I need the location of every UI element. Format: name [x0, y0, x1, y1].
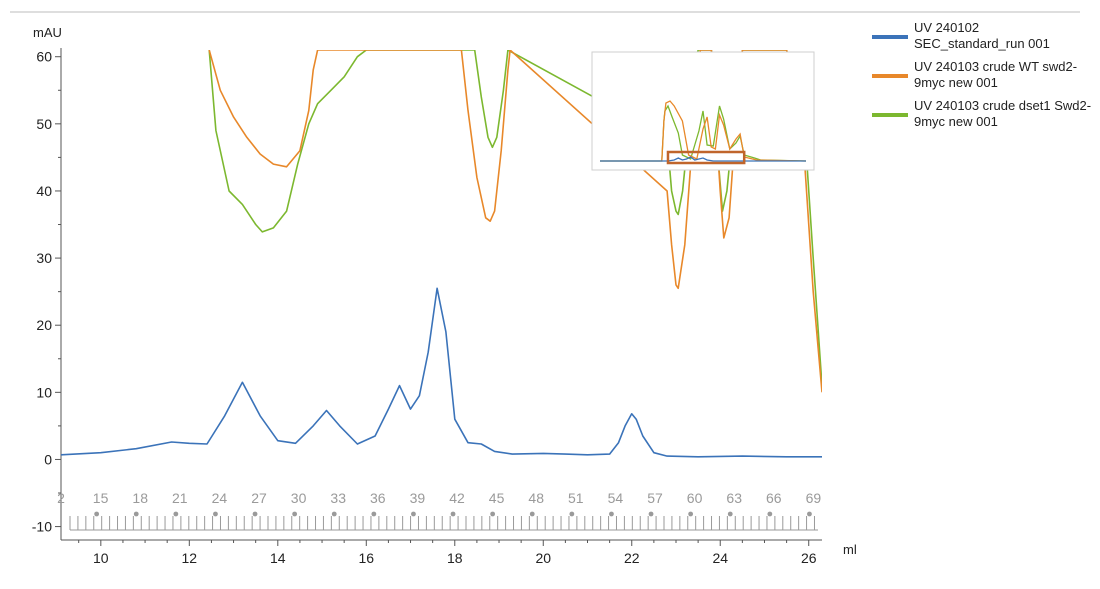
y-tick-label: 0 — [44, 451, 52, 467]
fraction-label: 60 — [687, 490, 703, 506]
y-tick-label: 20 — [36, 317, 52, 333]
fraction-marker — [569, 511, 575, 517]
x-tick-label: 22 — [624, 550, 640, 566]
fraction-marker — [411, 511, 416, 517]
x-tick-label: 16 — [358, 550, 374, 566]
fraction-marker — [807, 511, 812, 517]
series-layer — [61, 50, 822, 458]
fraction-marker — [727, 511, 733, 517]
x-tick-label: 14 — [270, 550, 286, 566]
fraction-label: 2 — [57, 490, 65, 506]
legend-item-0[interactable]: UV 240102 SEC_standard_run 001 — [872, 20, 1092, 52]
fraction-marker — [292, 511, 298, 517]
series-line-0 — [61, 287, 822, 458]
fraction-label: 18 — [132, 490, 148, 506]
legend-label-2: UV 240103 crude dset1 Swd2-9myc new 001 — [914, 98, 1092, 129]
legend: UV 240102 SEC_standard_run 001 UV 240103… — [872, 20, 1092, 137]
fraction-label: 15 — [93, 490, 109, 506]
y-tick-label: 40 — [36, 183, 52, 199]
inset-series-line-1 — [600, 100, 807, 162]
fraction-label: 57 — [647, 490, 663, 506]
fraction-marker — [252, 511, 258, 517]
fraction-marker — [173, 511, 179, 517]
fraction-label: 69 — [806, 490, 822, 506]
y-axis: -10 0 10 20 30 40 50 60 — [32, 48, 62, 540]
x-tick-label: 10 — [93, 550, 109, 566]
fraction-label: 30 — [291, 490, 307, 506]
fraction-axis: 2 15 18 21 24 27 30 33 36 39 42 45 48 51 54 57 60 63 66 69 — [57, 490, 822, 531]
y-tick-label: -10 — [32, 519, 52, 535]
y-tick-label: 50 — [36, 116, 52, 132]
fraction-marker — [133, 511, 139, 517]
y-axis-unit: mAU — [33, 25, 62, 40]
fraction-label: 39 — [410, 490, 426, 506]
fraction-label: 21 — [172, 490, 188, 506]
fraction-label: 36 — [370, 490, 386, 506]
legend-label-1: UV 240103 crude WT swd2-9myc new 001 — [914, 59, 1078, 90]
fraction-label: 45 — [489, 490, 505, 506]
fraction-marker — [529, 511, 535, 517]
fraction-label: 42 — [449, 490, 465, 506]
legend-swatch-1 — [872, 74, 908, 78]
fraction-label: 48 — [528, 490, 544, 506]
inset-series-line-2 — [600, 156, 806, 162]
legend-swatch-0 — [872, 35, 908, 39]
x-tick-label: 26 — [801, 550, 817, 566]
fraction-label: 63 — [726, 490, 742, 506]
x-tick-label: 20 — [535, 550, 551, 566]
overview-inset[interactable] — [591, 51, 815, 171]
x-tick-label: 24 — [712, 550, 728, 566]
legend-item-2[interactable]: UV 240103 crude dset1 Swd2-9myc new 001 — [872, 98, 1092, 130]
fraction-marker — [94, 511, 100, 517]
fraction-label: 33 — [330, 490, 346, 506]
fraction-marker — [648, 511, 654, 517]
fraction-marker — [609, 511, 614, 517]
series-line-1 — [208, 50, 822, 393]
x-tick-label: 18 — [447, 550, 463, 566]
fraction-marker — [213, 511, 218, 517]
fraction-label: 27 — [251, 490, 267, 506]
legend-item-1[interactable]: UV 240103 crude WT swd2-9myc new 001 — [872, 59, 1092, 91]
x-axis-unit: ml — [843, 542, 857, 557]
fraction-marker — [490, 511, 496, 517]
fraction-marker — [371, 511, 377, 517]
fraction-label: 54 — [608, 490, 624, 506]
x-tick-label: 12 — [182, 550, 198, 566]
legend-swatch-2 — [872, 113, 908, 117]
fraction-label: 51 — [568, 490, 584, 506]
y-tick-label: 30 — [36, 250, 52, 266]
fraction-marker — [688, 511, 694, 517]
y-tick-label: 10 — [36, 384, 52, 400]
fraction-label: 24 — [212, 490, 228, 506]
legend-label-0: UV 240102 SEC_standard_run 001 — [914, 20, 1050, 51]
fraction-label: 66 — [766, 490, 782, 506]
fraction-marker — [450, 511, 456, 517]
x-axis: 10 12 14 16 18 20 22 24 26 — [61, 539, 822, 566]
series-line-2 — [208, 50, 822, 386]
fraction-marker — [767, 511, 773, 517]
fraction-marker — [331, 511, 337, 517]
inset-zoom-window[interactable] — [666, 150, 746, 165]
y-tick-label: 60 — [36, 49, 52, 65]
